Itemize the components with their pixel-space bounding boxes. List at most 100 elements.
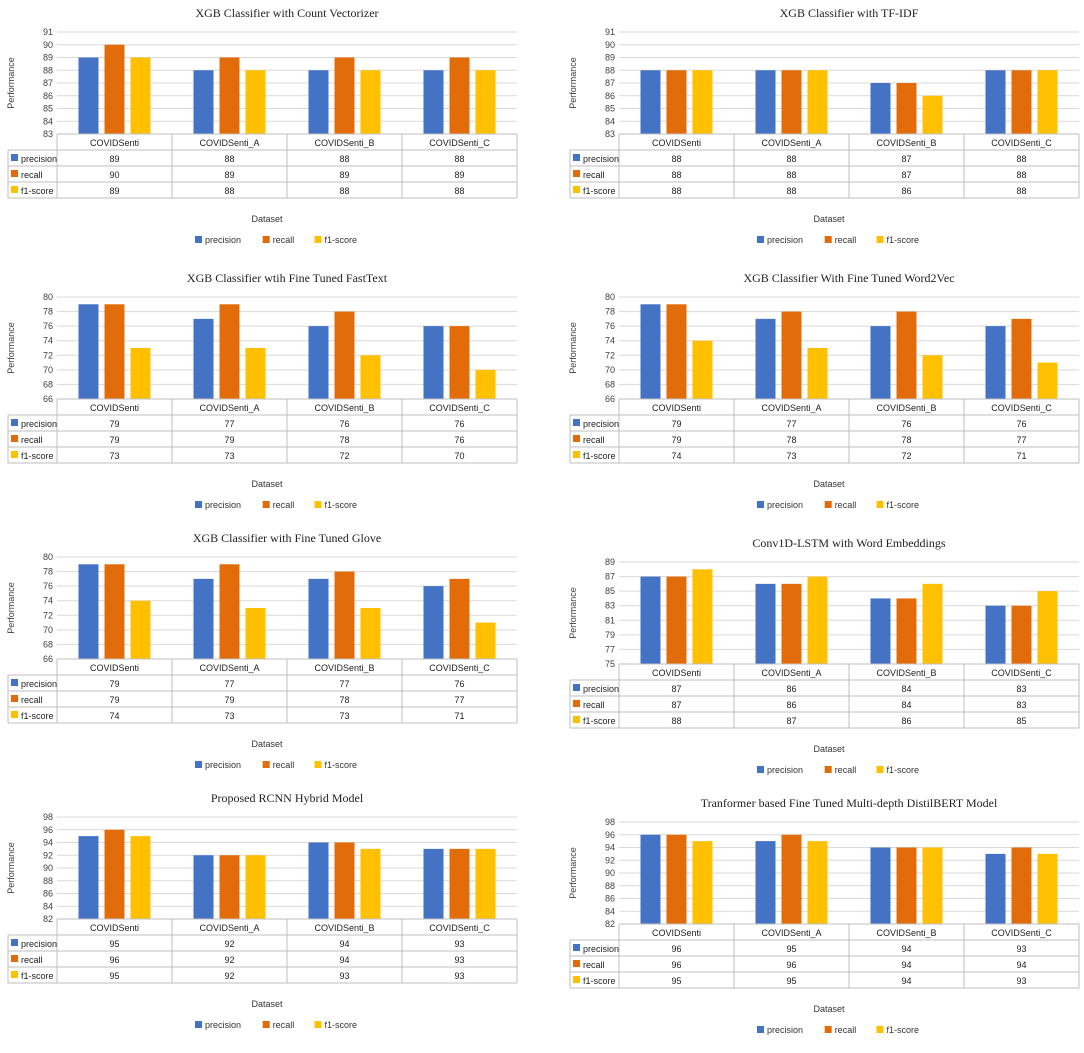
x-axis-label: Dataset (251, 999, 283, 1009)
y-tick-label: 98 (605, 817, 615, 827)
chart-panel: Proposed RCNN Hybrid Model 82 84 86 88 90 92 94… (0, 790, 520, 1048)
data-label: 88 (786, 154, 796, 164)
y-tick-label: 83 (605, 601, 615, 611)
data-label: 94 (339, 939, 349, 949)
y-tick-label: 80 (43, 292, 53, 302)
legend-key-recall (573, 960, 580, 967)
bar-precision-covidsenti_a (193, 70, 214, 134)
chart-title: XGB Classifier With Fine Tuned Word2Vec (743, 271, 954, 285)
data-label: 94 (901, 944, 911, 954)
y-tick-label: 98 (43, 812, 53, 822)
bar-recall-covidsenti_a (219, 57, 240, 134)
x-category-label: COVIDSenti_A (199, 923, 259, 933)
bar-precision-covidsenti_c (423, 586, 444, 659)
y-tick-label: 77 (605, 644, 615, 654)
data-label: 96 (786, 960, 796, 970)
y-tick-label: 85 (605, 586, 615, 596)
bar-recall-covidsenti_b (896, 311, 917, 399)
x-category-label: COVIDSenti_B (876, 668, 936, 678)
legend-key-precision (11, 154, 18, 161)
legend-key-recall (11, 695, 18, 702)
data-label: 94 (901, 960, 911, 970)
data-label: 95 (671, 976, 681, 986)
y-tick-label: 74 (43, 596, 53, 606)
bar-precision-covidsenti_c (985, 70, 1006, 134)
legend-key-precision (573, 419, 580, 426)
data-label: 89 (339, 170, 349, 180)
bar-f1-score-covidsenti_b (360, 70, 381, 134)
chart-title: Tranformer based Fine Tuned Multi-depth … (701, 796, 998, 810)
legend-label: recall (835, 500, 857, 510)
x-category-label: COVIDSenti_B (314, 663, 374, 673)
table-row-label: precision (21, 679, 57, 689)
bar-precision-covidsenti_a (193, 855, 214, 919)
y-tick-label: 86 (43, 889, 53, 899)
data-label: 88 (339, 154, 349, 164)
legend-label: f1-score (887, 765, 920, 775)
bar-precision-covidsenti (78, 564, 99, 659)
table-row-label: precision (583, 419, 619, 429)
data-label: 79 (109, 695, 119, 705)
chart-panel: XGB Classifier With Fine Tuned Word2Vec 6… (562, 270, 1082, 528)
data-label: 79 (224, 695, 234, 705)
legend-swatch-precision (757, 501, 764, 508)
data-label: 84 (901, 700, 911, 710)
x-axis-label: Dataset (251, 479, 283, 489)
legend-label: recall (835, 235, 857, 245)
bar-f1-score-covidsenti (130, 57, 151, 134)
bar-recall-covidsenti_b (334, 842, 355, 919)
bar-f1-score-covidsenti_c (1037, 591, 1058, 664)
y-tick-label: 70 (43, 365, 53, 375)
legend-key-f1-score (11, 451, 18, 458)
bar-recall-covidsenti_b (334, 57, 355, 134)
legend-key-f1-score (573, 186, 580, 193)
legend-label: precision (205, 760, 241, 770)
bar-f1-score-covidsenti_a (245, 608, 266, 659)
table-row-label: recall (21, 170, 43, 180)
y-tick-label: 88 (43, 65, 53, 75)
table-row-label: precision (583, 154, 619, 164)
legend-key-f1-score (573, 451, 580, 458)
x-category-label: COVIDSenti_B (314, 923, 374, 933)
data-label: 78 (786, 435, 796, 445)
bar-precision-covidsenti (640, 304, 661, 399)
bar-recall-covidsenti_b (896, 847, 917, 924)
y-tick-label: 70 (605, 365, 615, 375)
y-tick-label: 84 (43, 116, 53, 126)
table-row-label: f1-score (21, 971, 54, 981)
chart-title: XGB Classifier with Fine Tuned Glove (193, 531, 381, 545)
y-tick-label: 85 (43, 104, 53, 114)
y-tick-label: 91 (605, 27, 615, 37)
data-label: 88 (1016, 154, 1026, 164)
bar-precision-covidsenti_b (308, 70, 329, 134)
data-label: 93 (1016, 976, 1026, 986)
legend-swatch-f1-score (876, 1026, 884, 1033)
y-tick-label: 94 (605, 843, 615, 853)
x-category-label: COVIDSenti_B (314, 403, 374, 413)
y-tick-label: 86 (605, 91, 615, 101)
data-label: 88 (671, 716, 681, 726)
data-label: 74 (671, 451, 681, 461)
legend-swatch-precision (195, 501, 202, 508)
y-tick-label: 68 (43, 379, 53, 389)
bar-precision-covidsenti_b (308, 578, 329, 659)
y-tick-label: 72 (43, 610, 53, 620)
data-label: 93 (454, 939, 464, 949)
data-label: 94 (901, 976, 911, 986)
bar-f1-score-covidsenti_b (922, 95, 943, 134)
table-row-label: precision (583, 944, 619, 954)
y-tick-label: 88 (605, 65, 615, 75)
bar-precision-covidsenti_c (985, 853, 1006, 924)
table-row-label: precision (583, 684, 619, 694)
data-label: 95 (109, 939, 119, 949)
legend-key-f1-score (573, 976, 580, 983)
legend-label: f1-score (325, 500, 358, 510)
bar-recall-covidsenti (104, 304, 125, 399)
bar-recall-covidsenti_c (449, 326, 470, 399)
data-label: 76 (339, 419, 349, 429)
data-label: 88 (671, 154, 681, 164)
data-label: 87 (786, 716, 796, 726)
legend-swatch-f1-score (314, 1021, 322, 1028)
bar-precision-covidsenti (78, 304, 99, 399)
bar-chart: Conv1D-LSTM with Word Embeddings 75 77 79 81… (568, 536, 1080, 775)
